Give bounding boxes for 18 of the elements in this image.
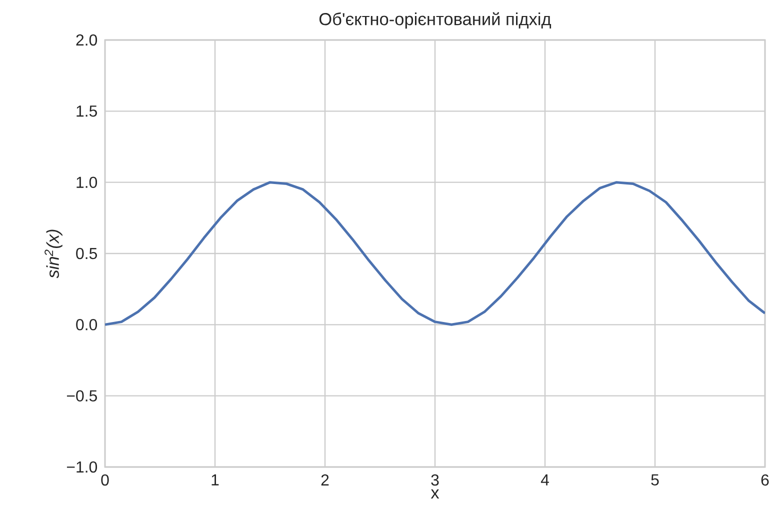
x-tick-label: 1: [212, 474, 219, 486]
y-tick-label: −0.5: [66, 390, 97, 402]
y-tick-label: 2.0: [76, 34, 98, 46]
line-series: [105, 181, 765, 326]
x-tick-label: 3: [431, 474, 439, 486]
x-tick-label: 0: [101, 474, 109, 486]
x-tick-label: 5: [651, 474, 659, 486]
chart-title: Об'єктно-орієнтований підхід: [319, 12, 552, 29]
x-tick-label: 4: [540, 474, 549, 486]
y-tick-label: 1.5: [76, 106, 97, 117]
x-axis-title: x: [430, 489, 440, 499]
x-tick-label: 6: [761, 474, 769, 486]
y-axis-title: sin$^{2}$(x): [44, 230, 62, 278]
x-tick-label: 2: [321, 474, 329, 486]
y-tick-label: −1.0: [66, 461, 98, 473]
y-tick-label: 0.5: [76, 248, 97, 260]
y-tick-label: 0.0: [76, 319, 98, 330]
y-tick-label: 1.0: [76, 176, 98, 188]
